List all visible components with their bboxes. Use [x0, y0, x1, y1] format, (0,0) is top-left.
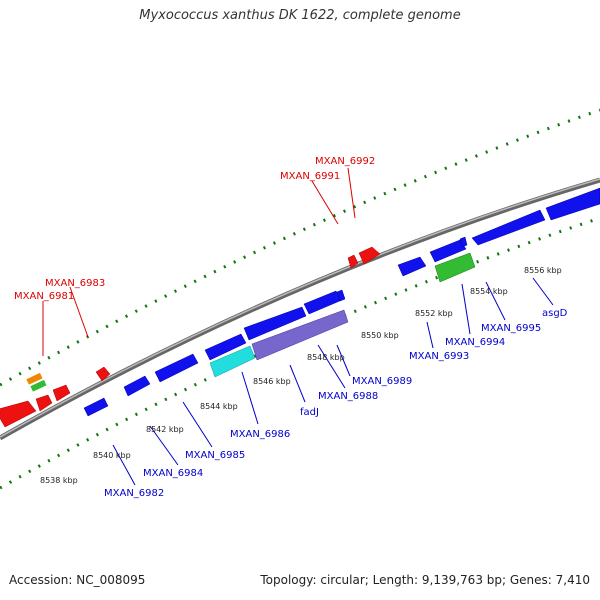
- gene-arrow: [429, 239, 467, 263]
- scale-label: 8546 kbp: [253, 377, 291, 386]
- plus-strand-features: [0, 246, 381, 428]
- gene-arrow: [154, 353, 199, 383]
- feature-orange: [26, 372, 43, 385]
- gene-arrow: [397, 256, 427, 277]
- gene-arrow: [52, 384, 71, 402]
- outer-tick-track: [0, 108, 600, 387]
- gene-arrow: [95, 366, 111, 382]
- gene-label-minus: MXAN_6986: [230, 429, 290, 440]
- gene-arrow: [251, 309, 349, 361]
- scale-label: 8550 kbp: [361, 331, 399, 340]
- gene-label-minus: asgD: [542, 308, 568, 319]
- gene-label-minus: MXAN_6982: [104, 488, 164, 499]
- scale-label: 8538 kbp: [40, 476, 78, 485]
- accession-text: Accession: NC_008095: [9, 573, 146, 587]
- scale-label: 8554 kbp: [470, 287, 508, 296]
- scale-label: 8540 kbp: [93, 451, 131, 460]
- leader-lines: [42, 167, 356, 356]
- gene-label-plus: MXAN_6981: [14, 291, 74, 302]
- gene-arrow: [347, 254, 359, 269]
- gene-arrow: [459, 236, 468, 248]
- gene-arrow: [83, 397, 109, 417]
- gene-arrow: [303, 290, 343, 315]
- gene-arrow: [471, 209, 546, 246]
- gene-arrow: [336, 289, 346, 302]
- gene-label-plus: MXAN_6991: [280, 171, 340, 182]
- scale-label: 8548 kbp: [307, 353, 345, 362]
- gene-arrow: [545, 187, 600, 221]
- map-title: Myxococcus xanthus DK 1622, complete gen…: [139, 8, 461, 23]
- gene-arrow: [204, 333, 247, 361]
- scale-label: 8552 kbp: [415, 309, 453, 318]
- gene-arrow: [0, 400, 37, 428]
- topology-text: Topology: circular; Length: 9,139,763 bp…: [260, 573, 590, 587]
- gene-label-minus: MXAN_6993: [409, 351, 469, 362]
- inner-tick-track: [0, 216, 600, 490]
- scale-label: 8556 kbp: [524, 266, 562, 275]
- minus-strand-features: [83, 187, 600, 417]
- feature-green: [30, 379, 47, 392]
- gene-arrow: [123, 375, 151, 397]
- gene-label-minus: MXAN_6985: [185, 450, 245, 461]
- gene-label-minus: MXAN_6989: [352, 376, 412, 387]
- gene-label-minus: MXAN_6994: [445, 337, 505, 348]
- gene-arrow: [358, 246, 381, 265]
- gene-arrow: [434, 252, 476, 283]
- gene-label-minus: MXAN_6988: [318, 391, 378, 402]
- gene-label-minus: fadJ: [300, 407, 319, 418]
- genome-backbone: [0, 177, 600, 441]
- gene-label-minus: MXAN_6995: [481, 323, 541, 334]
- scale-label: 8544 kbp: [200, 402, 238, 411]
- scale-label: 8542 kbp: [146, 425, 184, 434]
- gene-label-plus: MXAN_6983: [45, 278, 105, 289]
- gene-arrow: [243, 306, 307, 341]
- gene-label-plus: MXAN_6992: [315, 156, 375, 167]
- gene-arrow: [209, 345, 256, 378]
- gene-arrow: [35, 394, 53, 412]
- gene-label-minus: MXAN_6984: [143, 468, 203, 479]
